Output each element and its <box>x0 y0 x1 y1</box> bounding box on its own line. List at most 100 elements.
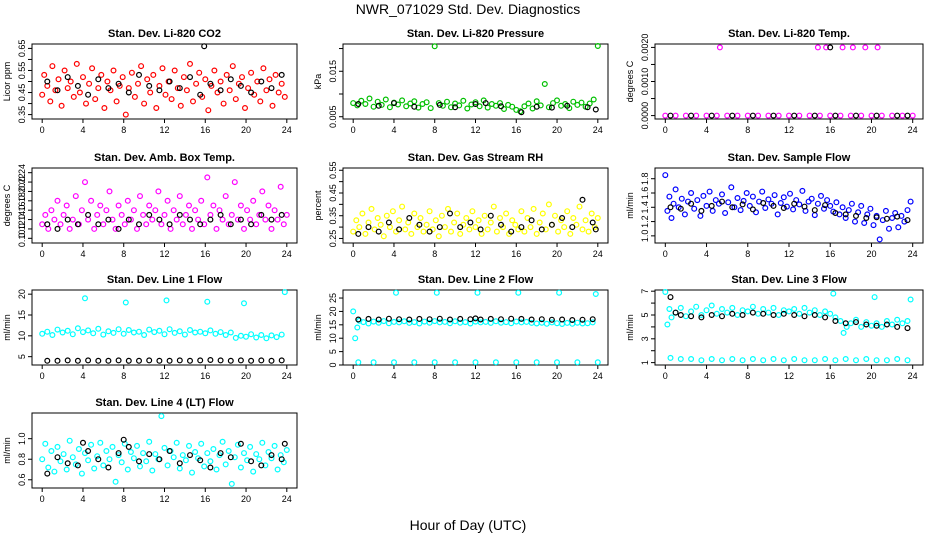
y-axis-label: ml/min <box>625 314 635 341</box>
data-point <box>801 304 808 311</box>
data-point <box>143 458 150 465</box>
data-point <box>508 228 515 235</box>
x-tick-label: 24 <box>908 249 918 259</box>
data-point <box>698 357 705 364</box>
data-point <box>125 443 132 450</box>
y-axis-label: degrees C <box>625 60 635 102</box>
data-point <box>667 294 674 301</box>
data-point <box>135 80 142 87</box>
data-point <box>576 203 583 210</box>
data-point <box>66 437 73 444</box>
data-point <box>452 318 459 325</box>
data-point <box>749 112 756 119</box>
data-point <box>375 102 382 109</box>
data-point <box>677 205 684 212</box>
data-point <box>417 215 424 222</box>
data-point <box>749 356 756 363</box>
data-point <box>159 65 166 72</box>
data-point <box>237 357 244 364</box>
y-axis-label: ml/min <box>313 314 323 341</box>
data-point <box>467 219 474 226</box>
data-point <box>90 330 97 337</box>
data-point <box>219 438 226 445</box>
data-point <box>237 202 244 209</box>
data-point <box>232 96 239 103</box>
data-point <box>278 211 285 218</box>
panel-title: Stan. Dev. Line 1 Flow <box>107 274 223 286</box>
data-point <box>408 230 415 237</box>
data-point <box>536 219 543 226</box>
data-point <box>359 210 366 217</box>
data-point <box>472 100 479 107</box>
data-point <box>521 228 528 235</box>
data-point <box>852 357 859 364</box>
x-tick-label: 0 <box>663 371 668 381</box>
data-point <box>256 456 263 463</box>
x-tick-label: 16 <box>511 371 521 381</box>
data-point <box>523 318 530 325</box>
data-point <box>144 76 151 83</box>
data-point <box>274 466 281 473</box>
data-point <box>391 100 398 107</box>
data-point <box>533 230 540 237</box>
data-point <box>244 207 251 214</box>
data-point <box>130 329 137 336</box>
data-point <box>874 44 881 51</box>
data-point <box>463 215 470 222</box>
data-point <box>672 112 679 119</box>
data-point <box>141 100 148 107</box>
data-point <box>370 103 377 110</box>
y-tick-label: 0.0000 <box>640 102 650 130</box>
data-point <box>51 216 58 223</box>
data-point <box>219 216 226 223</box>
data-point <box>234 216 241 223</box>
data-point <box>545 104 552 111</box>
data-point <box>718 198 725 205</box>
data-point <box>64 85 71 92</box>
y-tick-label: 0.18 <box>17 192 27 210</box>
data-point <box>698 314 705 321</box>
data-point <box>362 230 369 237</box>
x-tick-label: 8 <box>121 125 126 135</box>
data-point <box>472 224 479 231</box>
data-point <box>217 450 224 457</box>
data-point <box>201 221 208 228</box>
x-tick-label: 20 <box>552 249 562 259</box>
data-point <box>883 321 890 328</box>
data-point <box>811 212 818 219</box>
data-point <box>106 188 113 195</box>
series-1 <box>39 413 290 487</box>
data-point <box>207 327 214 334</box>
data-point <box>907 198 914 205</box>
data-point <box>217 329 224 336</box>
data-point <box>509 103 516 110</box>
data-point <box>64 327 71 334</box>
data-point <box>391 318 398 325</box>
data-point <box>416 221 423 228</box>
data-point <box>708 356 715 363</box>
data-point <box>97 202 104 209</box>
x-tick-label: 24 <box>908 371 918 381</box>
data-point <box>176 193 183 200</box>
data-point <box>173 439 180 446</box>
data-point <box>54 454 61 461</box>
data-point <box>146 438 153 445</box>
panel-10: Stan. Dev. Line 4 (LT) Flow 0 4 8 12 16 20 24 0.… <box>2 397 298 504</box>
data-point <box>166 448 173 455</box>
data-point <box>198 197 205 204</box>
y-tick-label: 0.55 <box>17 62 27 80</box>
data-point <box>806 309 813 316</box>
data-point <box>538 316 545 323</box>
data-point <box>74 325 81 332</box>
data-point <box>688 313 695 320</box>
data-point <box>477 226 484 233</box>
data-point <box>518 208 525 215</box>
data-point <box>136 458 143 465</box>
data-point <box>105 357 112 364</box>
data-point <box>790 206 797 213</box>
data-point <box>842 356 849 363</box>
data-point <box>670 200 677 207</box>
data-point <box>481 212 488 219</box>
data-point <box>271 207 278 214</box>
panel-2: Stan. Dev. Li-820 Pressure 0 4 8 12 16 20 24 0.0… <box>313 28 609 135</box>
